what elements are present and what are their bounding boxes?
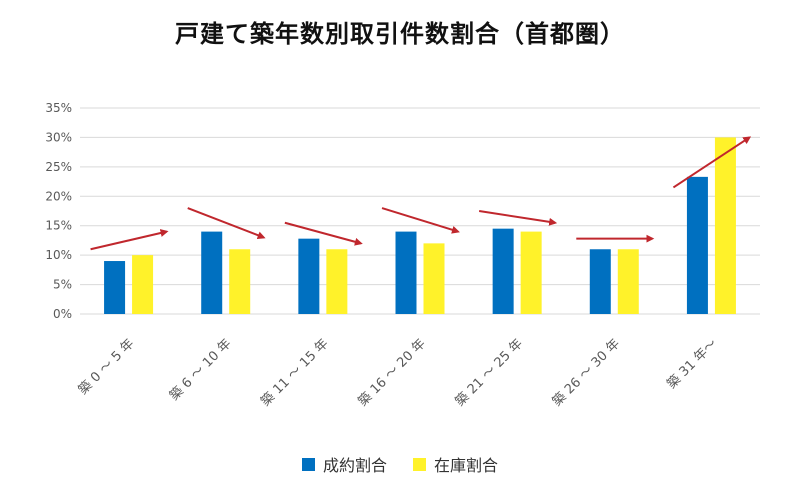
- bar: [104, 261, 126, 314]
- x-tick-label: 築 31 年～: [665, 336, 721, 392]
- legend-label-inventory: 在庫割合: [434, 456, 499, 475]
- legend-item-inventory: 在庫割合: [413, 452, 498, 476]
- y-tick-label: 35%: [45, 101, 72, 115]
- bar: [589, 249, 611, 314]
- bar: [201, 231, 223, 314]
- trend-arrow: [187, 207, 266, 240]
- y-tick-label: 25%: [45, 160, 72, 174]
- x-tick-label: 築 6 ～ 10 年: [167, 336, 234, 403]
- y-tick-label: 10%: [45, 248, 72, 262]
- y-tick-label: 30%: [45, 130, 72, 144]
- bar: [714, 137, 736, 314]
- bar: [686, 176, 708, 314]
- bar: [492, 228, 514, 314]
- x-tick-label: 築 26 ～ 30 年: [550, 336, 623, 409]
- legend-item-contract: 成約割合: [301, 452, 387, 476]
- bar: [298, 238, 320, 314]
- x-tick-label: 築 16 ～ 20 年: [356, 336, 429, 409]
- trend-arrow: [381, 207, 460, 234]
- trend-arrow: [478, 210, 558, 226]
- y-tick-label: 5%: [53, 278, 72, 292]
- chart-title: 戸建て築年数別取引件数割合（首都圏）: [175, 20, 625, 48]
- bar: [229, 249, 251, 314]
- bar: [326, 249, 348, 314]
- y-tick-label: 15%: [45, 219, 72, 233]
- legend-swatch-inventory: [413, 457, 426, 471]
- x-tick-label: 築 11 ～ 15 年: [258, 336, 331, 409]
- x-tick-label: 築 21 ～ 25 年: [453, 336, 526, 409]
- bar: [520, 231, 542, 314]
- trend-arrow: [284, 221, 363, 246]
- trend-arrow: [672, 136, 752, 189]
- y-tick-label: 0%: [53, 307, 72, 321]
- bar: [423, 243, 445, 314]
- trend-arrow: [90, 229, 169, 251]
- bar: [395, 231, 417, 314]
- bar: [617, 249, 639, 314]
- x-tick-label: 築 0 ～ 5 年: [76, 336, 138, 398]
- bar: [132, 255, 154, 314]
- legend: 成約割合 在庫割合: [0, 452, 800, 476]
- legend-swatch-contract: [301, 457, 315, 471]
- legend-label-contract: 成約割合: [322, 456, 387, 475]
- y-tick-label: 20%: [45, 189, 72, 203]
